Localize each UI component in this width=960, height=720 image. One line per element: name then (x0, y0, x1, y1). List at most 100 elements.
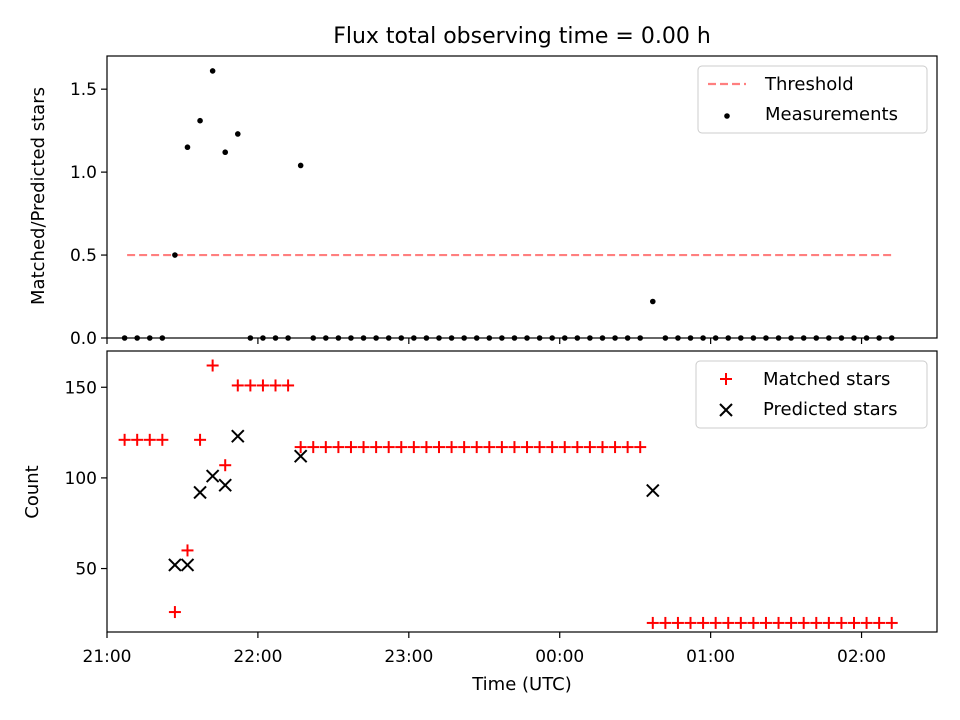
predicted-star-point (646, 483, 660, 498)
matched-star-point (646, 616, 659, 629)
matched-star-point (734, 616, 747, 629)
matched-star-point (508, 441, 521, 454)
top-legend: Threshold Measurements (697, 65, 928, 134)
matched-star-point (785, 616, 798, 629)
top-y-axis-label: Matched/Predicted stars (28, 87, 49, 305)
matched-star-point (747, 616, 760, 629)
matched-star-point (445, 441, 458, 454)
matched-star-point (873, 616, 886, 629)
top-legend-frame (697, 65, 928, 134)
matched-star-point (332, 441, 345, 454)
matched-star-point (772, 616, 785, 629)
matched-star-point (256, 379, 269, 392)
bottom-ytick-label: 50 (75, 560, 97, 580)
legend-matched-swatch (720, 373, 732, 385)
matched-star-point (634, 441, 647, 454)
matched-star-point (596, 441, 609, 454)
bottom-y-axis-label: Count (22, 465, 43, 518)
matched-star-point (810, 616, 823, 629)
top-axes-frame (106, 55, 938, 339)
matched-star-point (797, 616, 810, 629)
matched-star-point (470, 441, 483, 454)
matched-star-point (822, 616, 835, 629)
matched-star-point (156, 433, 169, 446)
matched-star-point (722, 616, 735, 629)
matched-star-point (407, 441, 420, 454)
top-x-axis (106, 338, 863, 344)
bottom-xtick-label: 21:00 (83, 647, 132, 667)
matched-star-point (282, 379, 295, 392)
matched-star-point (344, 441, 357, 454)
predicted-star-point (193, 485, 207, 500)
matched-star-point (571, 441, 584, 454)
matched-star-point (458, 441, 471, 454)
legend-measurements-swatch (724, 113, 730, 119)
bottom-ytick-label: 100 (65, 469, 97, 489)
x-axis-label: Time (UTC) (471, 674, 572, 695)
legend-matched-label: Matched stars (763, 369, 890, 390)
matched-star-point (294, 441, 307, 454)
matched-star-point (433, 441, 445, 454)
predicted-star-point (218, 478, 232, 492)
matched-star-point (759, 616, 772, 629)
measurement-point (172, 252, 178, 258)
measurement-point (222, 149, 229, 156)
legend-threshold-label: Threshold (764, 74, 854, 95)
bottom-legend-frame (695, 360, 928, 429)
legend-predicted-label: Predicted stars (763, 399, 897, 420)
measurement-point (649, 298, 656, 305)
bottom-series-layer (118, 359, 898, 629)
matched-star-point (206, 359, 219, 372)
matched-star-point (168, 606, 181, 619)
bottom-legend: Matched stars Predicted stars (695, 360, 928, 429)
matched-star-point (194, 433, 207, 446)
matched-star-point (885, 616, 898, 629)
predicted-star-point (180, 558, 195, 572)
matched-star-point (395, 441, 408, 454)
bottom-xtick-label: 23:00 (384, 647, 433, 667)
top-y-axis: 0.0 0.5 1.0 1.5 (70, 80, 107, 349)
predicted-star-point (293, 449, 308, 463)
bottom-xtick-label: 00:00 (535, 647, 584, 667)
measurement-point (234, 131, 241, 137)
matched-star-point (357, 441, 370, 454)
predicted-star-point (168, 558, 182, 572)
bottom-xtick-label: 22:00 (233, 647, 282, 667)
matched-star-point (835, 616, 848, 629)
matched-star-point (231, 379, 244, 392)
matched-star-point (659, 616, 672, 629)
bottom-x-axis: 21:00 22:00 23:00 00:00 01:00 02:00 (83, 632, 886, 667)
bottom-y-axis: 50 100 150 (65, 378, 107, 580)
measurement-point (197, 117, 203, 124)
top-ytick-label: 0.5 (70, 246, 97, 266)
measurement-point (297, 162, 304, 169)
matched-star-point (269, 379, 282, 392)
predicted-star-point (205, 469, 220, 483)
matched-star-point (609, 441, 622, 454)
top-ytick-label: 0.0 (70, 329, 97, 349)
matched-star-point (583, 441, 596, 454)
legend-predicted-swatch (719, 403, 733, 417)
top-ytick-label: 1.5 (70, 80, 97, 100)
matched-star-point (181, 544, 194, 557)
matched-star-point (483, 441, 496, 454)
predicted-star-point (231, 429, 245, 443)
matched-star-point (370, 441, 383, 454)
matched-star-point (319, 441, 332, 454)
bottom-axes-frame (106, 350, 938, 633)
matched-star-point (671, 616, 684, 629)
matched-star-point (621, 441, 634, 454)
matched-star-point (684, 616, 697, 629)
matched-star-point (495, 441, 508, 454)
matched-star-point (118, 433, 131, 446)
matched-star-point (558, 441, 571, 454)
top-ytick-label: 1.0 (70, 163, 97, 183)
bottom-ytick-label: 150 (65, 378, 97, 398)
matched-star-point (697, 616, 710, 629)
matched-star-point (219, 459, 232, 472)
matched-star-point (420, 441, 433, 454)
measurement-point (209, 68, 216, 74)
matched-star-point (382, 441, 395, 454)
matched-star-point (860, 616, 873, 629)
